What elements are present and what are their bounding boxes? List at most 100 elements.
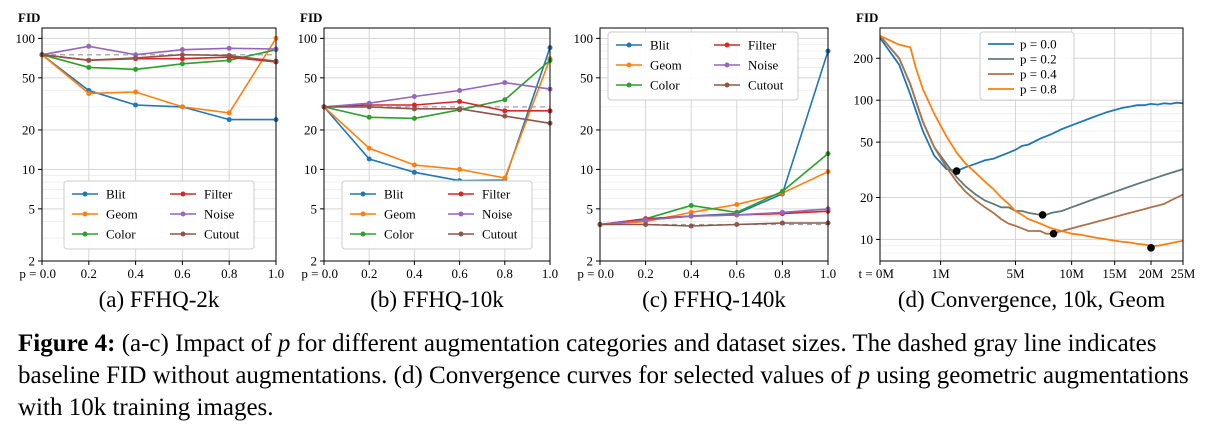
legend-label: p = 0.2 bbox=[1020, 52, 1057, 67]
series-line bbox=[323, 58, 551, 179]
minimum-marker bbox=[1147, 244, 1155, 252]
plot-frame bbox=[323, 27, 551, 262]
series-point bbox=[502, 97, 508, 103]
legend-swatch-marker bbox=[360, 211, 366, 217]
y-tick-label: 2 bbox=[311, 254, 318, 269]
series-point bbox=[502, 113, 508, 119]
x-tick-label: 0.2 bbox=[81, 266, 97, 281]
y-tick-label: 10 bbox=[580, 162, 593, 177]
series-point bbox=[643, 217, 649, 223]
x-tick-label: 0.4 bbox=[683, 266, 700, 281]
legend-swatch-marker bbox=[180, 191, 186, 197]
legend-label: Filter bbox=[482, 187, 511, 202]
y-axis-label: FID bbox=[300, 10, 322, 25]
legend-label: p = 0.0 bbox=[1020, 37, 1057, 52]
legend-label: Cutout bbox=[748, 78, 784, 93]
y-tick-label: 10 bbox=[22, 162, 35, 177]
legend: Blit Geom Color Filter Noise Cutout bbox=[607, 31, 799, 101]
legend-label: Blit bbox=[384, 187, 404, 202]
series-point bbox=[366, 156, 372, 162]
y-tick-label: 100 bbox=[16, 31, 36, 46]
legend-swatch-marker bbox=[626, 62, 632, 68]
series-point bbox=[366, 104, 372, 110]
y-tick-label: 20 bbox=[304, 122, 317, 137]
series-point bbox=[366, 114, 372, 120]
legend-label: p = 0.8 bbox=[1020, 82, 1057, 97]
y-tick-label: 20 bbox=[860, 190, 873, 205]
series-point bbox=[179, 52, 185, 58]
series-line bbox=[41, 54, 276, 121]
series-point bbox=[502, 80, 508, 86]
x-tick-label: 1.0 bbox=[542, 266, 558, 281]
series-line bbox=[41, 45, 277, 56]
x-tick-label: t = 0M bbox=[858, 266, 894, 281]
legend-swatch-marker bbox=[82, 211, 88, 217]
x-tick-label: p = 0.0 bbox=[301, 266, 338, 281]
series-point bbox=[226, 117, 232, 123]
legend-swatch-marker bbox=[180, 211, 186, 217]
x-tick-label: 0.6 bbox=[451, 266, 468, 281]
series-point bbox=[366, 100, 372, 106]
y-tick-label: 100 bbox=[574, 31, 594, 46]
y-tick-label: 50 bbox=[580, 70, 593, 85]
legend-swatch-marker bbox=[724, 82, 730, 88]
legend-label: Blit bbox=[106, 187, 126, 202]
series-point bbox=[226, 110, 232, 116]
series-point bbox=[411, 162, 417, 168]
x-tick-label: 25M bbox=[1171, 266, 1196, 281]
legend-label: Noise bbox=[482, 207, 513, 222]
series-point bbox=[457, 106, 463, 112]
panel-title: (d) Convergence, 10k, Geom bbox=[898, 287, 1165, 312]
series-point bbox=[643, 221, 649, 227]
series-point bbox=[86, 43, 92, 49]
x-tick-label: 0.4 bbox=[406, 266, 423, 281]
series-point bbox=[226, 45, 232, 51]
series-point bbox=[179, 61, 185, 67]
x-tick-label: 10M bbox=[1059, 266, 1084, 281]
x-tick-label: 0.2 bbox=[637, 266, 653, 281]
legend-swatch-marker bbox=[360, 231, 366, 237]
y-tick-label: 100 bbox=[298, 31, 318, 46]
series-line bbox=[879, 35, 1184, 235]
series-point bbox=[411, 102, 417, 108]
series-point bbox=[688, 209, 694, 215]
legend-swatch-marker bbox=[626, 42, 632, 48]
series-point bbox=[179, 104, 185, 110]
series-point bbox=[179, 47, 185, 53]
y-axis-label: FID bbox=[18, 10, 40, 25]
x-tick-label: p = 0.0 bbox=[19, 266, 56, 281]
legend-label: Filter bbox=[204, 187, 233, 202]
series-point bbox=[457, 166, 463, 172]
legend-label: Cutout bbox=[204, 227, 240, 242]
series-point bbox=[779, 188, 785, 194]
y-tick-label: 50 bbox=[304, 70, 317, 85]
legend-swatch-marker bbox=[82, 231, 88, 237]
x-tick-label: 0.8 bbox=[497, 266, 513, 281]
legend: Blit Geom Color Filter Noise Cutout bbox=[63, 180, 255, 250]
legend-label: p = 0.4 bbox=[1020, 67, 1057, 82]
legend-label: Filter bbox=[748, 38, 777, 53]
series-point bbox=[411, 94, 417, 100]
series-point bbox=[366, 145, 372, 151]
series-point bbox=[226, 53, 232, 59]
legend-label: Color bbox=[106, 227, 136, 242]
legend-swatch-marker bbox=[458, 211, 464, 217]
series-line bbox=[599, 152, 829, 226]
series-point bbox=[86, 90, 92, 96]
y-tick-label: 200 bbox=[854, 51, 874, 66]
series-line bbox=[41, 37, 277, 114]
legend-swatch-marker bbox=[360, 191, 366, 197]
caption-label: Figure 4: bbox=[18, 330, 116, 357]
legend-swatch-marker bbox=[458, 231, 464, 237]
legend: Blit Geom Color Filter Noise Cutout bbox=[341, 180, 533, 250]
y-tick-label: 20 bbox=[22, 122, 35, 137]
x-tick-label: 0.8 bbox=[774, 266, 790, 281]
plot-frame bbox=[599, 27, 829, 262]
x-tick-label: 0.2 bbox=[361, 266, 377, 281]
legend-swatch-marker bbox=[180, 231, 186, 237]
x-tick-label: p = 0.0 bbox=[577, 266, 614, 281]
legend-box bbox=[341, 180, 533, 250]
series-line bbox=[323, 59, 551, 120]
series-point bbox=[779, 220, 785, 226]
